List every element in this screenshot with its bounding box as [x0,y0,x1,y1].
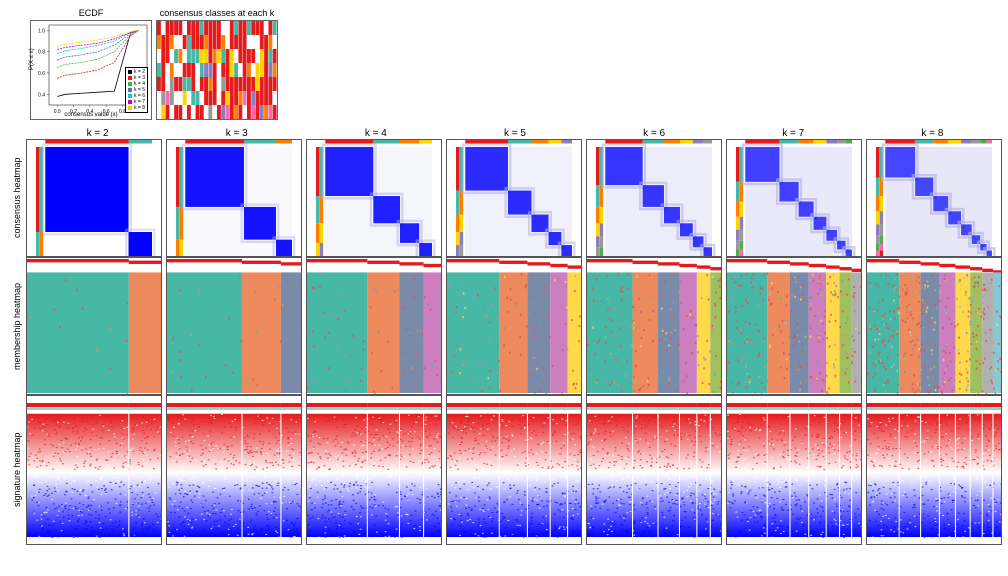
consensus-cell [306,139,442,257]
col-header: k = 7 [726,128,861,139]
membership-cell [866,257,1002,395]
svg-text:0.6: 0.6 [38,71,45,77]
col-header: k = 6 [587,128,722,139]
membership-row-label: membership heatmap [8,257,26,395]
top-row: ECDF 0.00.20.40.60.81.00.40.60.81.0 k = … [8,8,1000,120]
ecdf-panel: 0.00.20.40.60.81.00.40.60.81.0 k = 2k = … [30,20,152,120]
signature-cell [26,395,162,545]
col-header: k = 2 [30,128,165,139]
signature-cell [586,395,722,545]
consensus-classes-title: consensus classes at each k [156,8,278,18]
consensus-cell [586,139,722,257]
consensus-cell [866,139,1002,257]
ecdf-xlabel: consensus value (x) [64,112,117,118]
membership-cell [726,257,862,395]
grid-rows: consensus heatmap membership heatmap sig… [8,139,1000,545]
signature-cell [726,395,862,545]
membership-cell [26,257,162,395]
membership-cell [586,257,722,395]
col-header: k = 4 [308,128,443,139]
signature-row: signature heatmap [8,395,1000,545]
consensus-cell [166,139,302,257]
membership-row: membership heatmap [8,257,1000,395]
signature-cell [446,395,582,545]
ecdf-wrapper: ECDF 0.00.20.40.60.81.00.40.60.81.0 k = … [30,8,152,120]
consensus-cells [26,139,1002,257]
signature-cell [306,395,442,545]
ecdf-title: ECDF [30,8,152,18]
signature-cell [866,395,1002,545]
consensus-classes-wrapper: consensus classes at each k [156,8,278,120]
figure-root: ECDF 0.00.20.40.60.81.00.40.60.81.0 k = … [8,8,1000,545]
ecdf-legend: k = 2k = 3k = 4k = 5k = 6k = 7k = 8 [125,67,148,113]
svg-text:1.0: 1.0 [38,28,45,34]
consensus-row-label: consensus heatmap [8,139,26,257]
membership-cell [306,257,442,395]
col-header: k = 3 [169,128,304,139]
svg-text:0.8: 0.8 [38,50,45,56]
membership-cells [26,257,1002,395]
consensus-cell [726,139,862,257]
membership-cell [446,257,582,395]
col-header: k = 5 [447,128,582,139]
consensus-cell [446,139,582,257]
svg-text:0.0: 0.0 [54,109,61,115]
signature-cell [166,395,302,545]
membership-cell [166,257,302,395]
col-header: k = 8 [865,128,1000,139]
consensus-classes-panel [156,20,278,120]
signature-row-label: signature heatmap [8,395,26,545]
k-header-row: k = 2 k = 3 k = 4 k = 5 k = 6 k = 7 k = 8 [8,128,1000,139]
ecdf-ylabel: P(X ≤ x) [29,48,35,70]
signature-cells [26,395,1002,545]
svg-text:0.4: 0.4 [38,92,45,98]
consensus-cell [26,139,162,257]
consensus-classes-plot [157,21,277,119]
consensus-row: consensus heatmap [8,139,1000,257]
